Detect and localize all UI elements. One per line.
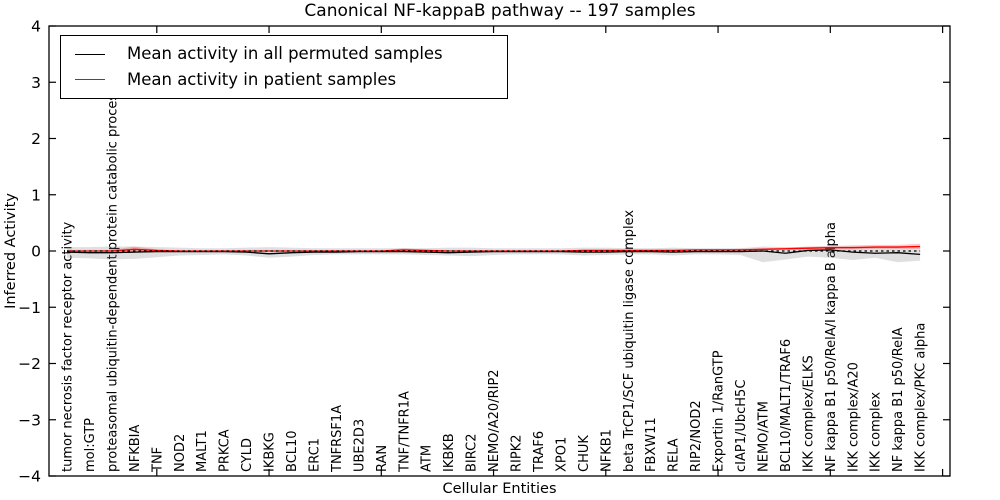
x-category-label: NEMO/ATM [756, 401, 771, 472]
x-category-label: TNF [150, 447, 165, 473]
legend-line-swatch [75, 53, 105, 55]
x-category-label: IKK complex/PKC alpha [914, 323, 929, 472]
x-category-label: MALT1 [195, 430, 210, 472]
x-category-label: IKBKB [442, 433, 457, 472]
y-tick-label: 2 [31, 130, 41, 148]
y-tick-label: −3 [18, 411, 41, 429]
x-category-label: RELA [667, 438, 682, 472]
legend-item-label: Mean activity in all permuted samples [127, 44, 443, 63]
x-category-label: NEMO/A20/RIP2 [487, 369, 502, 472]
x-category-label: XPO1 [554, 437, 569, 472]
legend-item: Mean activity in all permuted samples [75, 44, 507, 63]
y-tick-label: 1 [31, 186, 41, 204]
x-category-label: NFKBIA [128, 425, 143, 472]
y-tick-label: 0 [31, 243, 41, 261]
x-category-label: mol:GTP [83, 418, 98, 472]
x-category-label: Exportin 1/RanGTP [712, 350, 727, 472]
x-category-label: RIP2/NOD2 [689, 400, 704, 472]
x-category-label: TNFRSF1A [330, 405, 345, 473]
x-category-label: tumor necrosis factor receptor activity [61, 221, 76, 472]
x-category-label: IKK complex/A20 [846, 362, 861, 472]
legend-item-label: Mean activity in patient samples [127, 69, 397, 89]
x-category-label: NF kappa B1 p50/RelA/I kappa B alpha [824, 222, 839, 472]
x-category-label: TNF/TNFR1A [397, 391, 412, 473]
x-category-label: NF kappa B1 p50/RelA [891, 327, 906, 472]
x-category-label: RIPK2 [510, 434, 525, 472]
x-axis-label: Cellular Entities [442, 481, 556, 497]
x-category-label: cIAP1/UbcH5C [734, 380, 749, 472]
x-category-label: CHUK [577, 435, 592, 472]
y-tick-label: −4 [18, 468, 41, 486]
x-category-label: BCL10/MALT1/TRAF6 [779, 339, 794, 472]
y-tick-label: −1 [18, 299, 41, 317]
chart-title: Canonical NF-kappaB pathway -- 197 sampl… [304, 1, 696, 21]
x-category-label: BIRC2 [465, 434, 480, 473]
x-category-label: CYLD [240, 438, 255, 472]
y-tick-label: 3 [31, 74, 41, 92]
x-category-label: NOD2 [173, 434, 188, 472]
x-category-label: BCL10 [285, 430, 300, 472]
x-category-label: FBXW11 [644, 417, 659, 472]
legend: Mean activity in all permuted samples Mea… [60, 35, 508, 99]
legend-line-swatch [75, 79, 105, 81]
legend-item: Mean activity in patient samples [75, 69, 507, 89]
x-category-label: ERC1 [307, 438, 322, 472]
x-category-label: UBE2D3 [352, 419, 367, 472]
x-category-label: proteasomal ubiquitin-dependent protein … [105, 87, 120, 472]
y-tick-label: 4 [31, 18, 41, 36]
x-category-label: NFKB1 [599, 429, 614, 472]
y-tick-label: −2 [18, 355, 41, 373]
y-axis-label: Inferred Activity [3, 193, 19, 309]
x-category-label: IKK complex [869, 392, 884, 472]
x-category-label: IKBKG [263, 432, 278, 472]
x-category-label: beta TrCP1/SCF ubiquitin ligase complex [622, 210, 637, 472]
x-category-label: ATM [420, 445, 435, 472]
x-category-label: IKK complex/ELKS [801, 355, 816, 472]
x-category-label: RAN [375, 445, 390, 472]
patient-mean-line [67, 245, 921, 252]
x-category-label: TRAF6 [532, 431, 547, 473]
x-category-label: PRKCA [218, 429, 233, 472]
